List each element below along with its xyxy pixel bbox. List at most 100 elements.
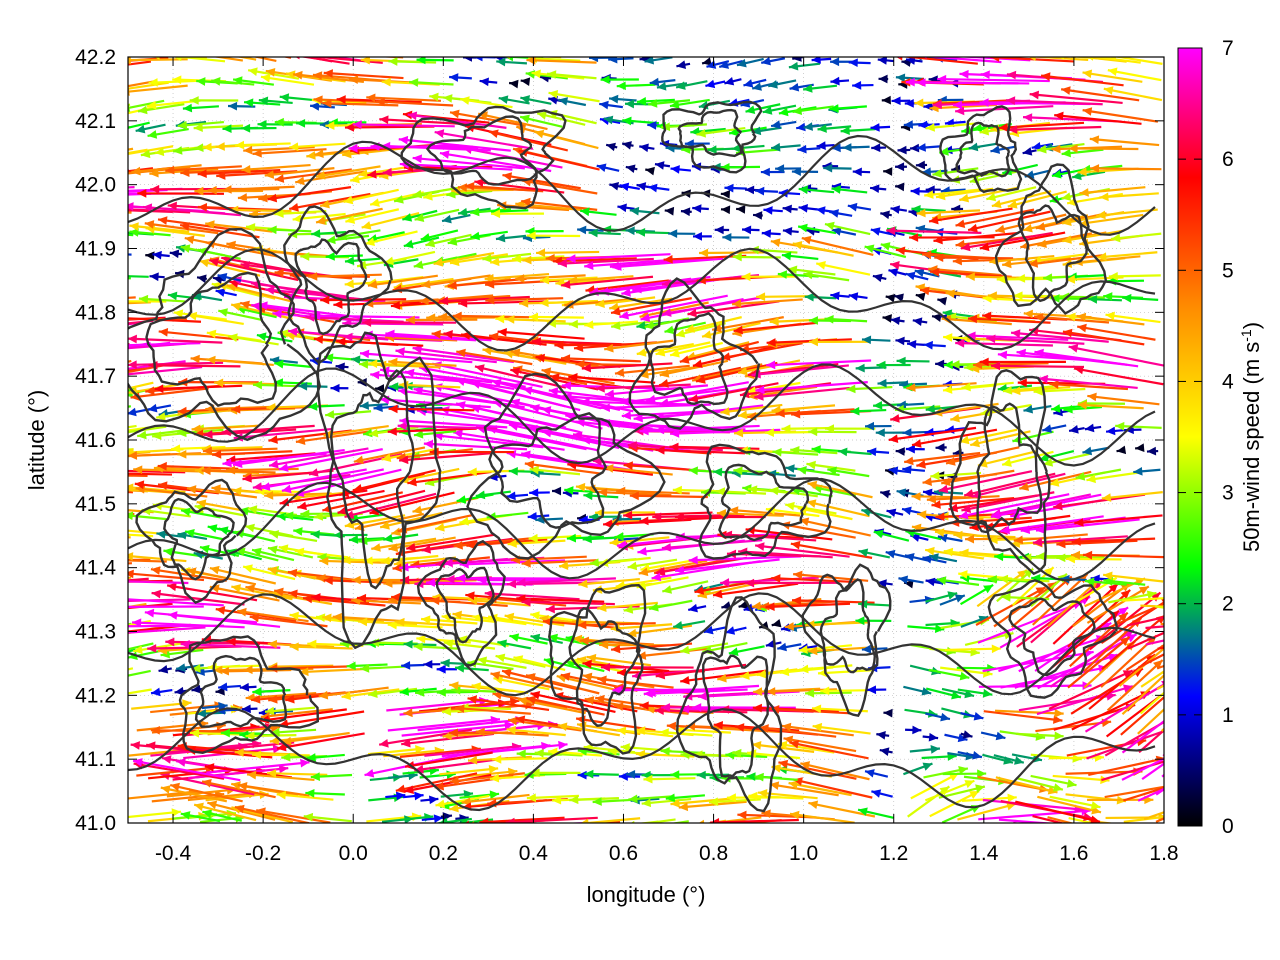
wind-vector-shaft xyxy=(471,684,529,694)
wind-vector xyxy=(352,469,436,493)
wind-vector xyxy=(960,730,973,739)
wind-vector-head xyxy=(777,740,788,750)
wind-vector-head xyxy=(495,653,506,663)
wind-vector-shaft xyxy=(387,427,477,433)
wind-vector xyxy=(771,574,855,584)
wind-vector xyxy=(383,533,419,543)
wind-vector-shaft xyxy=(128,301,151,305)
wind-vector-head xyxy=(242,473,252,483)
wind-vector-head xyxy=(389,382,399,391)
wind-vector-head xyxy=(640,563,651,573)
wind-vector-head xyxy=(588,228,598,238)
wind-vector-head xyxy=(670,429,680,438)
wind-vector xyxy=(867,447,890,457)
wind-vector-head xyxy=(926,494,937,504)
wind-vector-head xyxy=(782,226,793,236)
wind-vector xyxy=(1105,684,1177,738)
wind-vector xyxy=(675,322,726,338)
wind-vector xyxy=(771,618,782,628)
wind-vector xyxy=(781,722,854,737)
wind-vector-head xyxy=(308,402,318,411)
wind-vector-shaft xyxy=(712,582,799,597)
wind-vector-head xyxy=(911,492,921,501)
wind-vector-shaft xyxy=(636,342,694,356)
wind-vector-head xyxy=(886,226,896,236)
wind-vector-head xyxy=(912,725,922,735)
wind-vector xyxy=(942,769,987,779)
wind-vector-head xyxy=(742,484,752,493)
wind-vector-head xyxy=(1167,684,1177,693)
wind-vector-head xyxy=(803,270,813,280)
wind-vector-shaft xyxy=(388,536,456,551)
wind-vector-head xyxy=(419,296,429,306)
wind-vector xyxy=(381,447,439,463)
wind-vector-head xyxy=(528,312,539,322)
wind-vector-head xyxy=(1153,660,1163,670)
wind-vector-head xyxy=(664,325,675,335)
wind-vector xyxy=(144,220,219,235)
wind-vector-head xyxy=(128,651,138,660)
wind-vector xyxy=(456,493,494,504)
wind-vector xyxy=(454,663,489,673)
wind-vector-shaft xyxy=(979,231,1066,250)
wind-vector-shaft xyxy=(399,383,461,389)
wind-vector-shaft xyxy=(977,600,1083,644)
wind-vector xyxy=(995,776,1058,795)
wind-vector xyxy=(465,591,551,604)
wind-vector-head xyxy=(943,333,953,342)
wind-vector xyxy=(128,669,151,677)
wind-vector xyxy=(281,731,350,746)
wind-vector-shaft xyxy=(1137,787,1164,802)
wind-vector-head xyxy=(402,213,413,222)
wind-vector-head xyxy=(144,608,155,618)
wind-vector-shaft xyxy=(688,555,802,562)
wind-vector-head xyxy=(270,727,280,737)
wind-vector-head xyxy=(953,530,963,540)
wind-vector xyxy=(369,491,455,516)
wind-vector xyxy=(128,599,134,603)
wind-vector xyxy=(922,555,947,564)
wind-vector xyxy=(1065,554,1122,564)
wind-vector-shaft xyxy=(971,472,1066,498)
wind-vector-head xyxy=(359,360,369,369)
wind-vector-head xyxy=(251,694,261,704)
wind-vector xyxy=(895,336,911,346)
wind-vector xyxy=(443,639,496,650)
wind-vector-head xyxy=(673,825,683,834)
wind-vector-head xyxy=(766,360,776,370)
wind-vector-head xyxy=(708,797,719,807)
wind-vector-shaft xyxy=(548,750,603,757)
wind-vector xyxy=(902,428,929,437)
wind-vector-shaft xyxy=(604,384,709,396)
wind-vector-head xyxy=(94,229,103,238)
wind-vector-shaft xyxy=(815,262,871,276)
wind-vector-shaft xyxy=(655,663,747,678)
wind-vector-shaft xyxy=(597,601,658,610)
wind-vector xyxy=(186,485,258,499)
wind-vector-head xyxy=(110,526,119,535)
wind-vector xyxy=(696,770,730,780)
wind-vector-shaft xyxy=(751,743,815,753)
wind-vector-head xyxy=(448,728,458,738)
wind-vector-head xyxy=(47,356,57,365)
wind-vector xyxy=(513,655,566,671)
wind-vector xyxy=(515,274,586,283)
wind-vector-head xyxy=(925,404,936,414)
wind-vector-head xyxy=(636,651,647,660)
wind-vector-shaft xyxy=(294,468,402,496)
wind-vector xyxy=(241,704,258,714)
wind-vector-head xyxy=(67,205,76,214)
wind-vector xyxy=(209,565,277,585)
wind-vector-head xyxy=(797,466,807,475)
wind-vector-shaft xyxy=(455,743,568,757)
wind-vector xyxy=(1034,348,1139,368)
wind-vector-head xyxy=(633,413,643,423)
wind-vector-head xyxy=(98,529,107,538)
wind-vector-head xyxy=(388,543,399,552)
wind-vector-head xyxy=(272,309,282,319)
wind-vector-head xyxy=(807,480,818,490)
wind-vector-head xyxy=(88,342,97,351)
wind-vector-head xyxy=(264,706,275,716)
wind-vector-head xyxy=(925,546,935,556)
wind-vector-head xyxy=(666,721,677,731)
